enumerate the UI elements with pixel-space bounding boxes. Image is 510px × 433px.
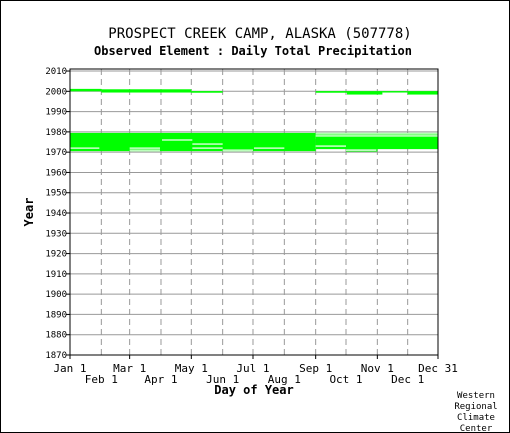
missing-gap xyxy=(70,147,100,149)
y-tick-label: 1950 xyxy=(45,189,67,199)
observed-period xyxy=(382,91,408,93)
x-tick-label: Dec 31 xyxy=(418,362,458,375)
marks-layer xyxy=(70,88,438,152)
credit-line-2: Regional xyxy=(454,402,497,412)
y-tick-label: 1980 xyxy=(45,128,67,138)
x-tick-label: Aug 1 xyxy=(268,373,301,386)
missing-gap xyxy=(315,135,438,137)
grid-layer xyxy=(66,69,438,356)
y-tick-label: 1870 xyxy=(45,351,67,361)
chart-subtitle: Observed Element : Daily Total Precipita… xyxy=(94,44,412,58)
credit-block: Western Regional Climate Center xyxy=(454,391,497,433)
y-tick-label: 1970 xyxy=(45,148,67,158)
missing-gap xyxy=(315,133,438,135)
x-tick-label: Sep 1 xyxy=(299,362,332,375)
observed-period xyxy=(101,89,192,93)
missing-gap xyxy=(192,143,223,145)
y-tick-label: 1920 xyxy=(45,250,67,260)
observed-period xyxy=(347,91,383,95)
y-tick-label: 2010 xyxy=(45,67,67,77)
missing-gap xyxy=(192,147,223,149)
y-tick-label: 1900 xyxy=(45,290,67,300)
x-tick-label: Mar 1 xyxy=(113,362,146,375)
y-axis-label: Year xyxy=(22,198,36,227)
missing-gap xyxy=(129,149,160,151)
y-tick-labels: 1870 1880 1890 1900 1910 1920 1930 1940 1950 1960… xyxy=(45,67,67,361)
x-tick-labels: Jan 1 Mar 1 May 1 Jul 1 Sep 1 Nov 1 Dec 31 Feb … xyxy=(53,355,458,386)
missing-gap xyxy=(162,139,193,141)
y-tick-label: 1930 xyxy=(45,229,67,239)
y-tick-label: 1960 xyxy=(45,168,67,178)
observed-period xyxy=(70,88,102,92)
missing-gap xyxy=(222,149,253,151)
x-tick-label: Dec 1 xyxy=(391,373,424,386)
plot-border xyxy=(69,68,439,356)
y-tick-label: 2000 xyxy=(45,87,67,97)
x-tick-label: Jun 1 xyxy=(206,373,239,386)
chart-title: PROSPECT CREEK CAMP, ALASKA (507778) xyxy=(108,26,411,42)
x-tick-label: Oct 1 xyxy=(329,373,362,386)
x-tick-label: Jan 1 xyxy=(53,362,86,375)
x-tick-label: Feb 1 xyxy=(85,373,118,386)
credit-line-1: Western xyxy=(457,391,495,401)
y-tick-label: 1940 xyxy=(45,209,67,219)
credit-line-3: Climate xyxy=(457,413,495,423)
credit-line-4: Center xyxy=(460,424,493,433)
missing-gap xyxy=(315,145,346,147)
x-tick-label: May 1 xyxy=(175,362,208,375)
observed-period xyxy=(315,132,438,150)
y-tick-label: 1910 xyxy=(45,270,67,280)
y-tick-label: 1890 xyxy=(45,310,67,320)
x-tick-label: Apr 1 xyxy=(144,373,177,386)
missing-gap xyxy=(129,147,160,149)
observed-period xyxy=(315,91,348,93)
x-axis-label: Day of Year xyxy=(214,383,293,397)
x-tick-label: Jul 1 xyxy=(236,362,269,375)
x-tick-label: Nov 1 xyxy=(361,362,394,375)
axis-layer xyxy=(69,68,439,356)
observed-period xyxy=(407,91,438,95)
y-tick-label: 1880 xyxy=(45,331,67,341)
missing-gap xyxy=(254,147,285,149)
missing-gap xyxy=(346,149,377,151)
y-tick-label: 1990 xyxy=(45,108,67,118)
observed-period xyxy=(70,132,316,152)
observed-period xyxy=(191,91,223,93)
